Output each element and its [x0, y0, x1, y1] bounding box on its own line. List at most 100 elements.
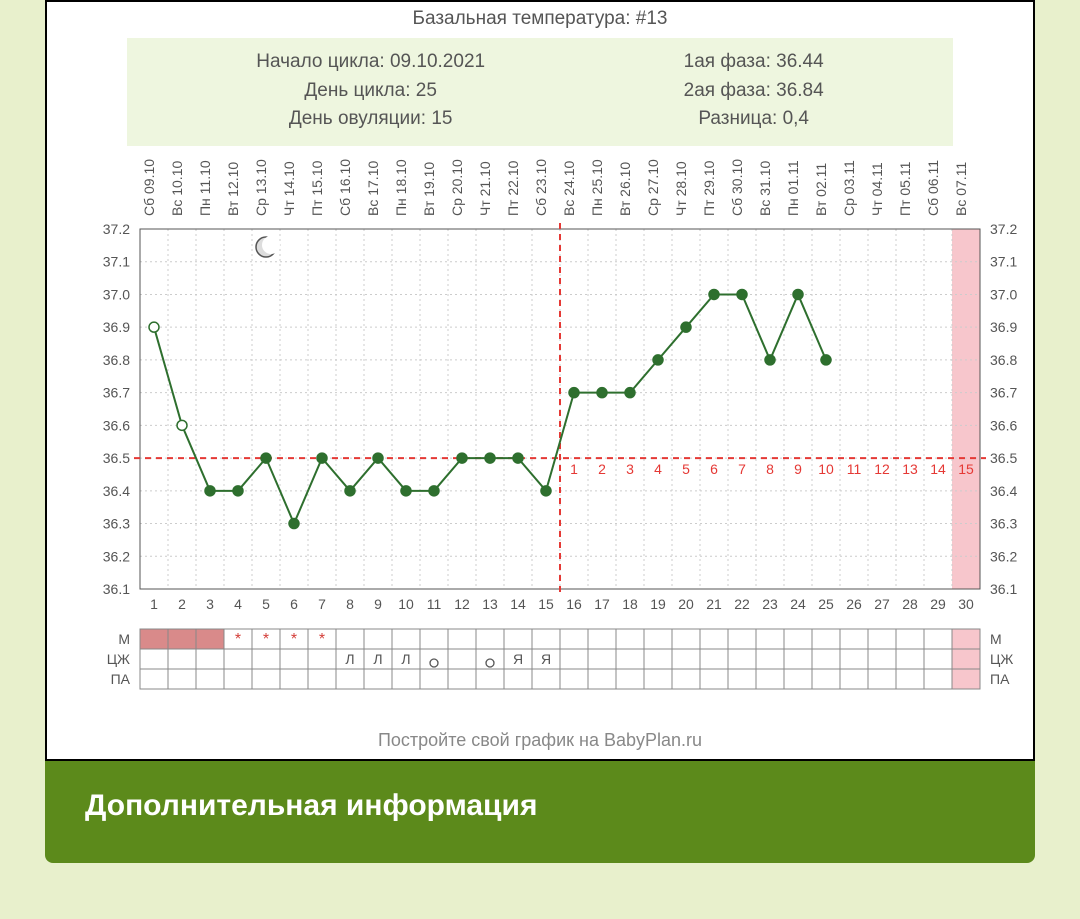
additional-info-band: Дополнительная информация [45, 761, 1035, 863]
info-right: 1ая фаза: 36.44 2ая фаза: 36.84 Разница:… [684, 48, 824, 134]
y-tick-right: 36.4 [990, 482, 1017, 498]
day-number: 29 [930, 596, 946, 612]
info-phase1: 1ая фаза: 36.44 [684, 48, 824, 77]
y-tick-left: 36.6 [103, 417, 130, 433]
day-number: 15 [538, 596, 554, 612]
date-label: Сб 09.10 [141, 158, 157, 215]
info-phase2: 2ая фаза: 36.84 [684, 77, 824, 106]
phase2-day-num: 2 [598, 461, 606, 477]
row-label-m-r: М [990, 631, 1002, 647]
day-number: 11 [427, 596, 442, 612]
date-label: Пн 18.10 [393, 159, 409, 216]
day-number: 24 [790, 596, 806, 612]
date-label: Чт 21.10 [477, 161, 493, 216]
day-number: 21 [706, 596, 722, 612]
chart-footer: Постройте свой график на BabyPlan.ru [47, 724, 1033, 753]
temperature-point [653, 354, 663, 364]
date-label: Вт 12.10 [225, 161, 241, 215]
date-label: Пт 22.10 [505, 160, 521, 216]
temperature-point [317, 453, 327, 463]
phase2-day-num: 1 [570, 461, 578, 477]
temperature-point [737, 289, 747, 299]
day-number: 13 [482, 596, 498, 612]
phase2-day-num: 10 [818, 461, 834, 477]
y-tick-right: 36.1 [990, 581, 1017, 597]
temperature-point [765, 354, 775, 364]
date-label: Вт 26.10 [617, 161, 633, 215]
chart-title: Базальная температура: #13 [47, 2, 1033, 34]
temperature-point [345, 485, 355, 495]
date-label: Ср 03.11 [841, 160, 857, 216]
date-label: Чт 04.11 [869, 162, 885, 216]
temperature-line [154, 294, 826, 523]
date-label: Пт 15.10 [309, 160, 325, 216]
temperature-point [429, 485, 439, 495]
day-number: 5 [262, 596, 270, 612]
day-number: 9 [374, 596, 382, 612]
cz-letter: Л [401, 651, 410, 667]
menses-cell [141, 629, 168, 648]
phase2-day-num: 4 [654, 461, 662, 477]
day-number: 22 [734, 596, 750, 612]
date-label: Вт 02.11 [813, 162, 829, 215]
y-tick-left: 36.4 [103, 482, 130, 498]
menses-star: * [319, 631, 325, 648]
phase2-day-num: 11 [847, 461, 862, 477]
menses-cell [169, 629, 196, 648]
day-number: 1 [150, 596, 158, 612]
day-number: 16 [566, 596, 582, 612]
row-label-pa: ПА [111, 671, 131, 687]
y-tick-right: 36.7 [990, 384, 1017, 400]
chart-info-box: Начало цикла: 09.10.2021 День цикла: 25 … [127, 38, 953, 146]
date-label: Чт 28.10 [673, 161, 689, 216]
y-tick-right: 36.5 [990, 450, 1017, 466]
cz-circle [486, 659, 494, 667]
date-label: Сб 06.11 [925, 159, 941, 215]
day-number: 3 [206, 596, 214, 612]
day-number: 20 [678, 596, 694, 612]
temperature-point [625, 387, 635, 397]
temperature-point [681, 322, 691, 332]
temperature-point [457, 453, 467, 463]
row-label-pa-r: ПА [990, 671, 1010, 687]
date-label: Пн 25.10 [589, 159, 605, 216]
menses-star: * [263, 631, 269, 648]
info-ovulation: День овуляции: 15 [256, 105, 485, 134]
menses-star: * [235, 631, 241, 648]
day-number: 2 [178, 596, 186, 612]
day-number: 19 [650, 596, 666, 612]
date-label: Пн 01.11 [785, 160, 801, 216]
y-tick-right: 37.0 [990, 286, 1017, 302]
cz-letter: Л [373, 651, 382, 667]
y-tick-right: 37.2 [990, 221, 1017, 237]
phase2-day-num: 8 [766, 461, 774, 477]
y-tick-left: 36.2 [103, 548, 130, 564]
cz-circle [430, 659, 438, 667]
bbt-chart-svg: 37.237.237.137.137.037.036.936.936.836.8… [60, 154, 1020, 724]
day-number: 26 [846, 596, 862, 612]
date-label: Ср 13.10 [253, 158, 269, 215]
y-tick-right: 36.9 [990, 319, 1017, 335]
temperature-point [513, 453, 523, 463]
date-label: Ср 27.10 [645, 158, 661, 215]
y-tick-right: 37.1 [990, 253, 1017, 269]
menses-cell [197, 629, 224, 648]
temperature-point [569, 387, 579, 397]
phase2-day-num: 5 [682, 461, 690, 477]
day-number: 27 [874, 596, 890, 612]
date-label: Пт 29.10 [701, 160, 717, 216]
temperature-point [821, 354, 831, 364]
temperature-point [177, 420, 187, 430]
day-number: 8 [346, 596, 354, 612]
phase2-day-num: 7 [738, 461, 746, 477]
temperature-point [261, 453, 271, 463]
date-label: Вс 07.11 [953, 161, 969, 215]
temperature-point [597, 387, 607, 397]
temperature-point [233, 485, 243, 495]
temperature-point [289, 518, 299, 528]
y-tick-left: 37.1 [103, 253, 130, 269]
info-cycle-day: День цикла: 25 [256, 77, 485, 106]
day-number: 14 [510, 596, 526, 612]
date-label: Пт 05.11 [897, 161, 913, 216]
info-cycle-start: Начало цикла: 09.10.2021 [256, 48, 485, 77]
